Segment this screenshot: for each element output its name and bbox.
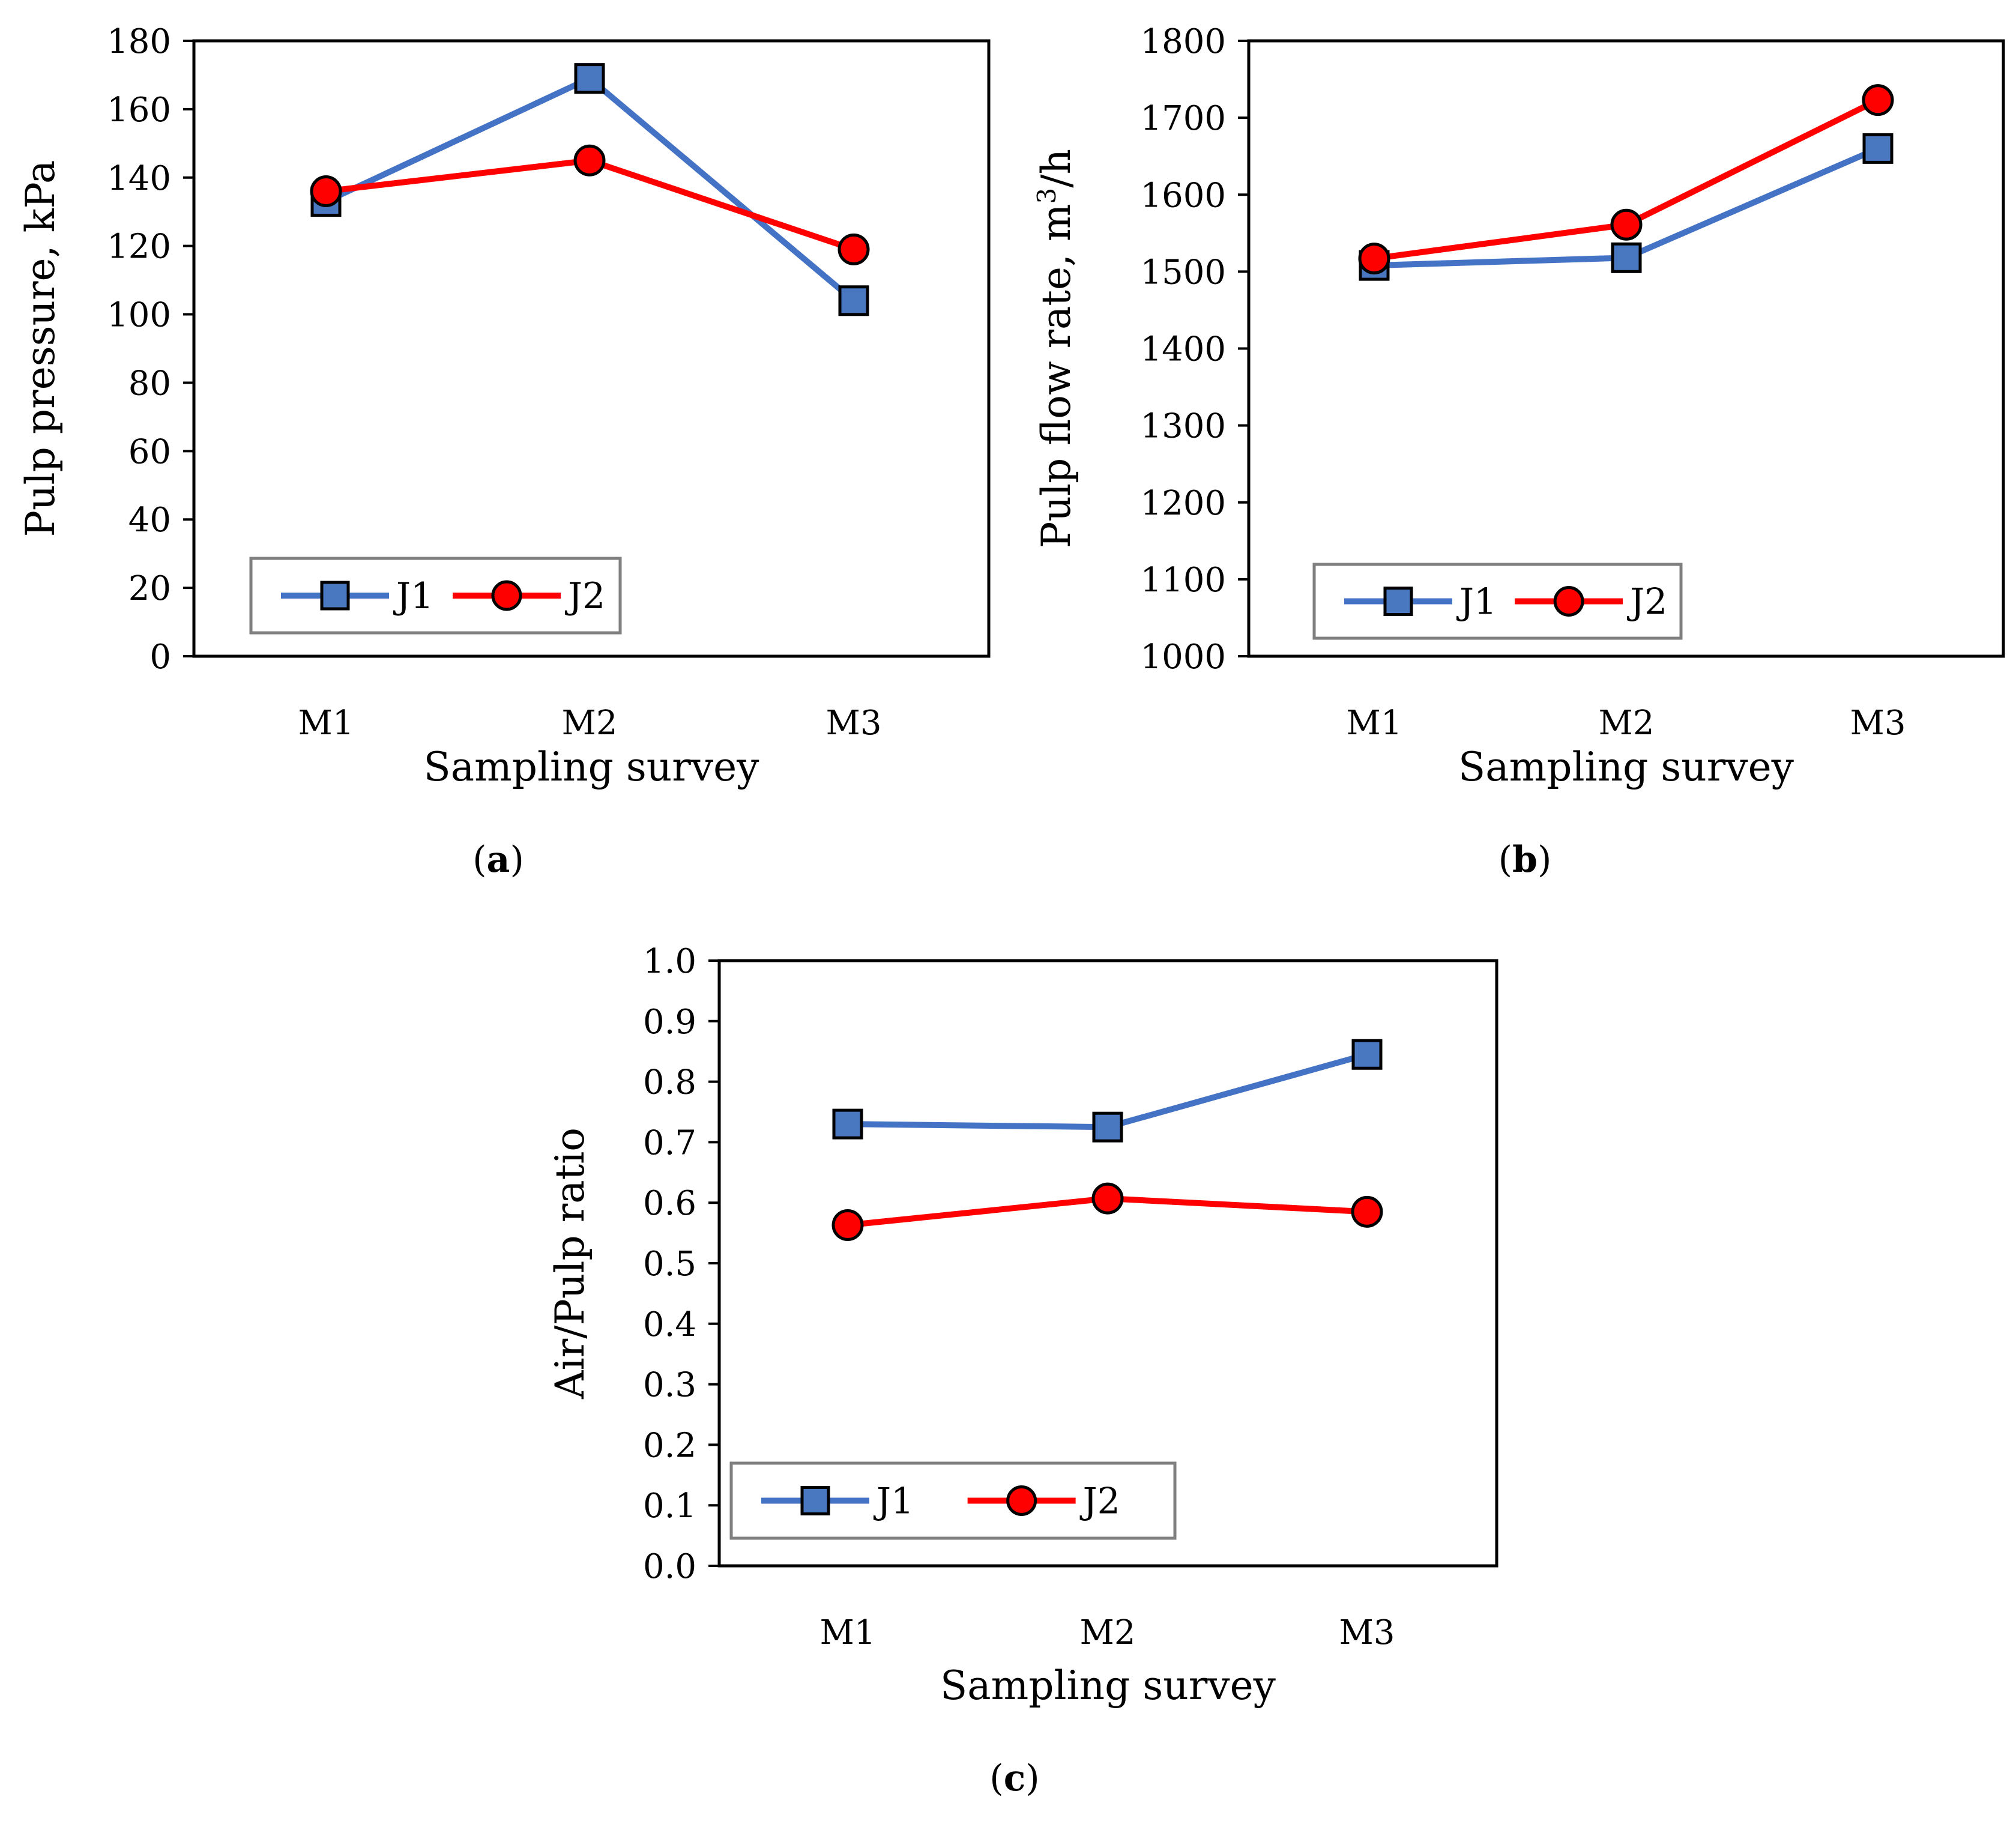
y-tick-label: 0.1 [643,1487,696,1526]
x-axis-title: Sampling survey [424,744,760,790]
legend-marker-j2 [1553,586,1584,617]
chart-panel-b: 1000 1100 1200 1300 1400 1500 1600 1700 1800 M1 M2… [1032,22,2005,881]
legend-label-j2: J2 [1626,581,1667,623]
y-tick-label: 20 [128,569,171,608]
legend-marker-j2 [491,580,522,611]
legend: J1 J2 [1312,563,1683,640]
y-tick-label: 1100 [1140,561,1226,600]
y-tick-label: 1400 [1140,330,1226,369]
y-tick-label: 80 [128,364,171,403]
x-tick-label: M2 [1080,1613,1136,1652]
panel-label-paren-close: ) [1025,1757,1039,1799]
y-tick-label: 1500 [1140,253,1226,292]
y-axis-title-part: 3 [1032,188,1061,204]
y-tick-label: 0.7 [643,1123,696,1162]
x-tick-label: M1 [1347,704,1402,743]
plot-area-frame [192,39,991,658]
x-tick-label: M1 [298,704,354,743]
data-point-j2 [1358,243,1390,275]
data-point-j1 [838,285,869,316]
legend: J1 J2 [729,1461,1177,1540]
y-axis-title: Pulp flow rate, m3/h [1032,149,1080,548]
panel-label: (b) [1498,839,1552,881]
legend-marker-j1 [1383,587,1413,616]
y-tick-label: 0.9 [643,1003,696,1042]
data-point-j2 [310,175,342,208]
data-point-j1 [1092,1111,1123,1143]
data-point-j1 [1351,1039,1383,1070]
y-tick-label: 40 [128,501,171,540]
panel-label-paren-open: ( [472,839,486,881]
data-point-j1 [1611,242,1642,273]
x-tick-label: M3 [1850,704,1906,743]
legend-marker-j2 [1006,1485,1037,1516]
y-tick-label: 1.0 [643,942,696,981]
y-tick-label: 1200 [1140,484,1226,523]
y-tick-label: 60 [128,432,171,471]
data-point-j2 [1091,1182,1124,1215]
panel-label-paren-close: ) [510,839,524,881]
series-line-j1 [324,75,856,303]
y-tick-label: 1600 [1140,176,1226,215]
y-tick-label: 0 [149,638,171,677]
legend-marker-j1 [800,1486,830,1515]
data-point-j2 [1351,1195,1383,1228]
y-tick-label: 1800 [1140,22,1226,61]
chart-panel-c: 0.0 0.1 0.2 0.3 0.4 0.5 0.6 0.7 0.8 0.9 1.0 M1 M2 M3 S… [547,942,1498,1799]
panel-label-paren-open: ( [989,1757,1003,1799]
y-tick-label: 0.6 [643,1184,696,1223]
y-tick-label: 100 [107,296,171,335]
chart-panel-a: 0 20 40 60 80 100 120 140 160 180 M1 M2 M3 Sampling s… [17,22,991,881]
legend-label-j1: J1 [1456,581,1497,623]
panel-label-paren-close: ) [1538,839,1551,881]
y-tick-label: 140 [107,159,171,198]
x-tick-label: M3 [826,704,882,743]
panel-label-letter: c [1004,1757,1026,1799]
y-tick-label: 120 [107,228,171,267]
x-tick-label: M2 [562,704,618,743]
legend-marker-j1 [320,581,350,611]
legend-label-j2: J2 [1079,1481,1120,1523]
x-tick-label: M1 [820,1613,876,1652]
data-point-j2 [573,144,606,177]
y-axis-title-part: Air/Pulp ratio [547,1128,593,1400]
y-tick-label: 0.0 [643,1547,696,1586]
legend-label-j2: J2 [564,575,605,617]
x-tick-label: M2 [1599,704,1655,743]
data-point-j2 [831,1209,864,1241]
y-tick-label: 0.3 [643,1366,696,1405]
y-tick-label: 0.4 [643,1305,696,1344]
y-axis-title: Pulp pressure, kPa [17,160,64,537]
panel-label-paren-open: ( [1498,839,1512,881]
y-axis-title-part: /h [1033,149,1079,188]
y-axis-title-part: Pulp flow rate, m [1033,204,1079,548]
y-tick-label: 160 [107,91,171,130]
y-tick-label: 180 [107,22,171,61]
data-point-j1 [832,1108,863,1140]
panel-label-letter: a [487,839,510,881]
y-tick-label: 0.8 [643,1063,696,1102]
legend-label-j1: J1 [393,575,433,617]
data-point-j2 [1862,84,1894,116]
panel-label: (c) [989,1757,1039,1799]
panel-label: (a) [472,839,524,881]
y-axis-title: Air/Pulp ratio [547,1128,593,1400]
legend-label-j1: J1 [873,1481,914,1523]
y-tick-label: 0.2 [643,1426,696,1465]
y-tick-label: 1700 [1140,99,1226,138]
x-axis-title: Sampling survey [940,1662,1276,1709]
y-tick-label: 1300 [1140,407,1226,446]
legend: J1 J2 [249,557,622,635]
x-tick-label: M3 [1339,1613,1395,1652]
data-point-j1 [574,63,605,94]
panel-label-letter: b [1512,839,1538,881]
data-point-j1 [1862,133,1894,164]
x-axis-title: Sampling survey [1458,744,1794,790]
data-point-j2 [1610,208,1643,241]
data-point-j2 [837,233,870,265]
y-tick-label: 0.5 [643,1245,696,1284]
y-tick-label: 1000 [1140,638,1226,677]
y-axis-title-part: Pulp pressure, kPa [17,160,64,537]
